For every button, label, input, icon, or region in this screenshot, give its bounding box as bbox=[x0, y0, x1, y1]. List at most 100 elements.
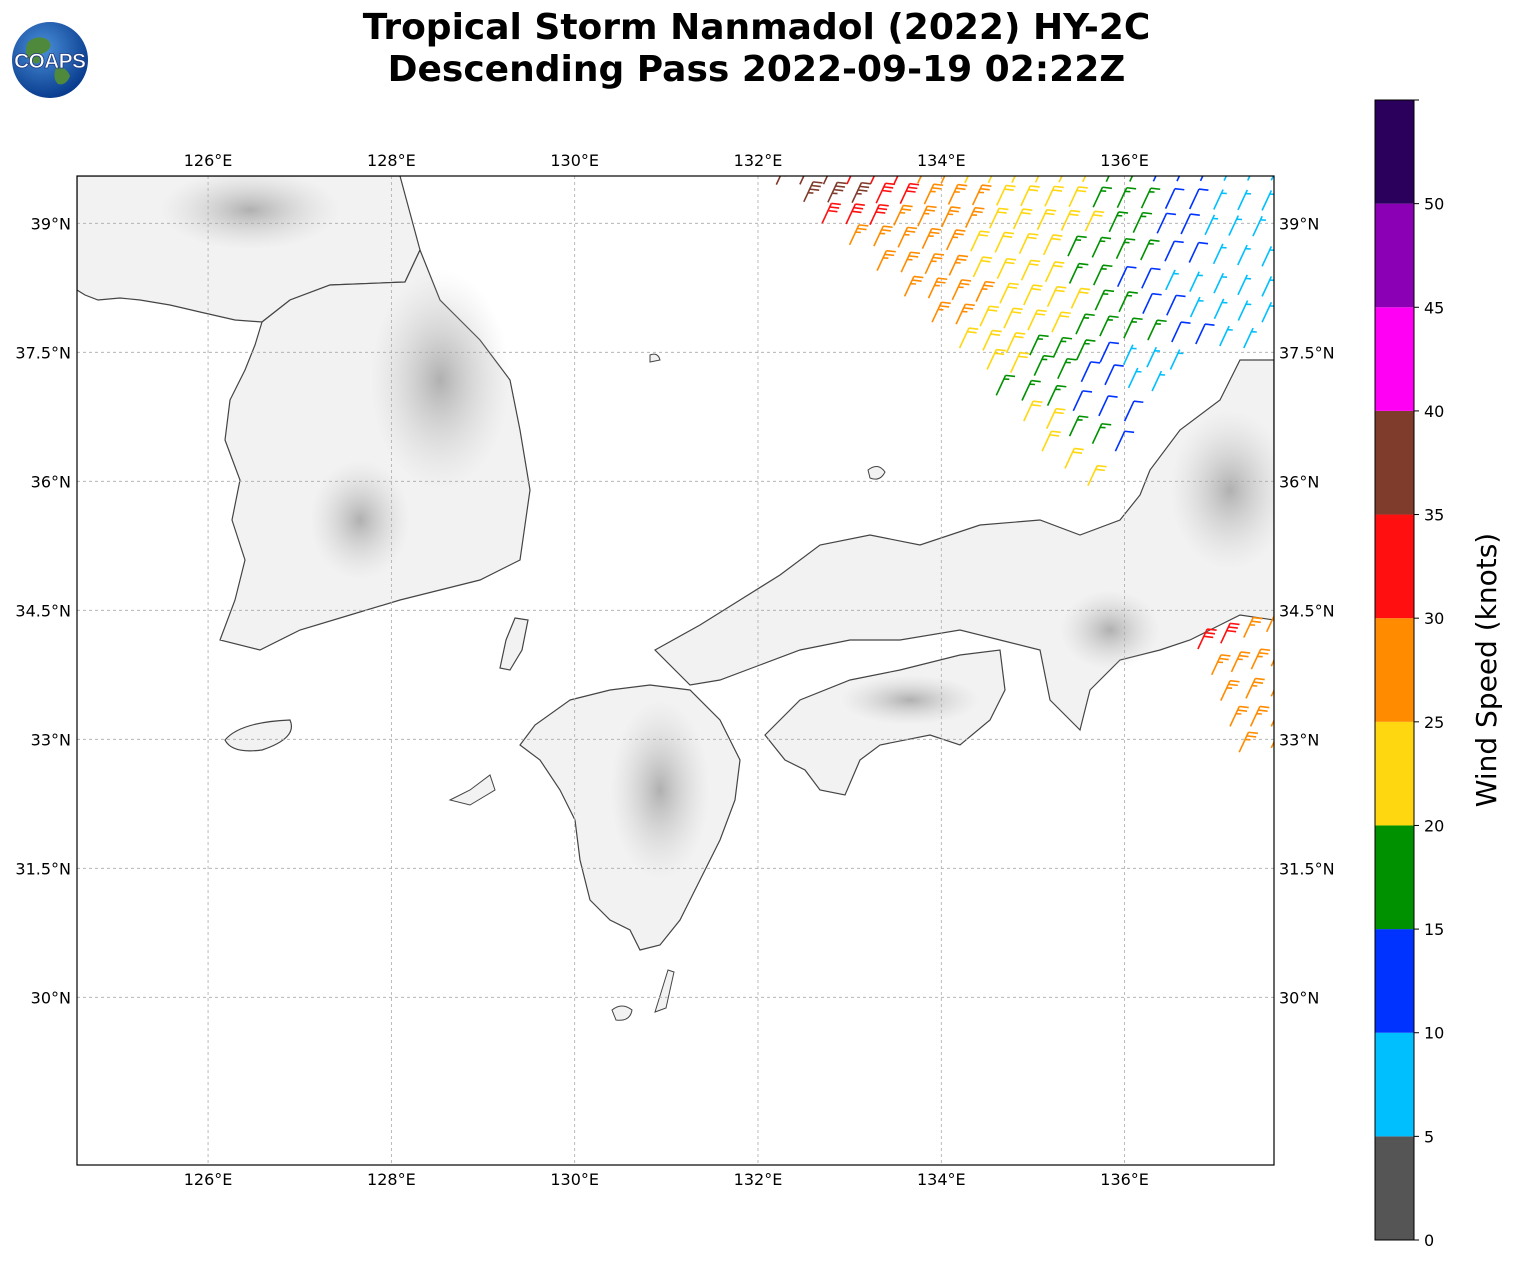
colorbar-segment bbox=[1375, 825, 1414, 930]
colorbar-segment bbox=[1375, 307, 1414, 411]
wind-barb bbox=[1228, 215, 1243, 236]
wind-barb bbox=[1261, 276, 1274, 297]
wind-barb bbox=[1058, 176, 1070, 183]
wind-barb bbox=[955, 303, 975, 325]
mountain-shade bbox=[1060, 590, 1160, 670]
wind-barb bbox=[1129, 176, 1140, 182]
wind-barb bbox=[1057, 357, 1077, 380]
wind-barb bbox=[945, 229, 966, 251]
colorbar-tick-label: 10 bbox=[1424, 1024, 1444, 1043]
island-jeju bbox=[224, 719, 292, 752]
wind-barb bbox=[986, 348, 1006, 370]
wind-barb bbox=[1152, 176, 1164, 182]
wind-barb bbox=[1072, 390, 1093, 412]
wind-barb bbox=[1270, 176, 1274, 181]
wind-barb bbox=[916, 176, 928, 184]
wind-barb bbox=[1108, 211, 1129, 233]
wind-barb bbox=[1044, 185, 1064, 207]
wind-barb bbox=[1165, 269, 1179, 291]
colorbar-tick-label: 5 bbox=[1424, 1127, 1434, 1146]
wind-barb bbox=[1091, 236, 1112, 258]
lon-tick-label-bottom: 126°E bbox=[184, 1170, 233, 1189]
wind-barb bbox=[1188, 188, 1209, 210]
colorbar-tick-label: 25 bbox=[1424, 713, 1444, 732]
wind-barb bbox=[1070, 287, 1091, 309]
lat-tick-label-left: 37.5°N bbox=[15, 343, 71, 362]
wind-barb bbox=[876, 249, 896, 271]
wind-barb bbox=[1141, 267, 1161, 289]
wind-barb bbox=[1237, 274, 1252, 296]
wind-barb bbox=[848, 224, 869, 246]
wind-barb bbox=[1087, 464, 1107, 486]
lon-tick-label-bottom: 134°E bbox=[917, 1170, 966, 1189]
wind-barb bbox=[1197, 628, 1217, 650]
island-oki bbox=[867, 466, 886, 480]
lat-tick-label-right: 33°N bbox=[1279, 730, 1319, 749]
colorbar: 0 5 10 15 20 25 30 35 40 45 50 bbox=[1374, 99, 1444, 1250]
wind-barb bbox=[1261, 246, 1274, 267]
wind-barb bbox=[931, 301, 951, 323]
wind-barb bbox=[1204, 214, 1219, 236]
wind-barb bbox=[999, 282, 1019, 304]
wind-barb bbox=[948, 254, 969, 276]
wind-barb bbox=[1151, 370, 1166, 392]
wind-barb bbox=[1115, 237, 1136, 260]
wind-barb bbox=[1220, 679, 1240, 701]
wind-barb bbox=[1188, 241, 1209, 263]
wind-barb bbox=[996, 184, 1016, 206]
colorbar-segment bbox=[1375, 929, 1414, 1033]
wind-barb bbox=[1003, 307, 1023, 329]
logo-text: COAPS bbox=[14, 50, 86, 73]
wind-barb bbox=[1021, 379, 1041, 401]
wind-barb bbox=[1220, 622, 1240, 644]
wind-barb bbox=[1099, 341, 1120, 363]
wind-barb bbox=[1229, 705, 1249, 727]
lon-tick-label-top: 128°E bbox=[367, 151, 416, 170]
wind-barb bbox=[1091, 422, 1112, 445]
map-frame bbox=[76, 175, 1275, 1166]
wind-barb bbox=[1060, 209, 1081, 231]
wind-barb bbox=[1237, 300, 1252, 321]
mountain-shade bbox=[160, 176, 340, 250]
wind-barb bbox=[822, 176, 834, 185]
colorbar-segment bbox=[1375, 1032, 1414, 1137]
wind-barb bbox=[1045, 407, 1066, 429]
lon-tick-label-bottom: 128°E bbox=[367, 1170, 416, 1189]
wind-barb bbox=[1132, 211, 1153, 233]
wind-barb bbox=[903, 275, 924, 297]
wind-barb bbox=[1023, 400, 1043, 422]
wind-barb bbox=[827, 181, 847, 203]
wind-barb bbox=[1261, 301, 1274, 323]
wind-barb bbox=[1199, 176, 1211, 182]
lat-tick-label-left: 36°N bbox=[31, 472, 71, 491]
wind-barb bbox=[1171, 321, 1191, 343]
wind-barb bbox=[1238, 731, 1259, 753]
lat-tick-label-right: 39°N bbox=[1279, 214, 1319, 233]
wind-barb bbox=[972, 256, 993, 278]
wind-barb bbox=[1142, 292, 1162, 314]
coaps-logo: COAPS bbox=[12, 22, 88, 98]
wind-barb bbox=[1156, 212, 1177, 234]
wind-barb bbox=[1122, 344, 1137, 366]
lat-tick-label-right: 30°N bbox=[1279, 988, 1319, 1007]
wind-barb bbox=[1098, 395, 1118, 417]
wind-barb bbox=[1246, 176, 1258, 181]
wind-barb bbox=[1169, 349, 1184, 370]
wind-barb bbox=[1092, 264, 1113, 286]
mountain-shade bbox=[310, 460, 410, 580]
colorbar-segment bbox=[1375, 1136, 1414, 1240]
wind-barb bbox=[893, 204, 913, 226]
wind-barb bbox=[873, 225, 893, 247]
wind-barb bbox=[987, 176, 999, 184]
wind-barb bbox=[1180, 213, 1200, 235]
wind-barb bbox=[1105, 176, 1117, 183]
mountain-shade bbox=[370, 270, 510, 490]
wind-barb bbox=[1064, 447, 1084, 469]
island-tsushima bbox=[499, 617, 529, 671]
wind-barb bbox=[821, 202, 841, 224]
wind-barb bbox=[1094, 289, 1115, 311]
colorbar-tick-label: 15 bbox=[1424, 920, 1444, 939]
wind-barb bbox=[1176, 176, 1188, 182]
wind-barb bbox=[899, 182, 920, 204]
